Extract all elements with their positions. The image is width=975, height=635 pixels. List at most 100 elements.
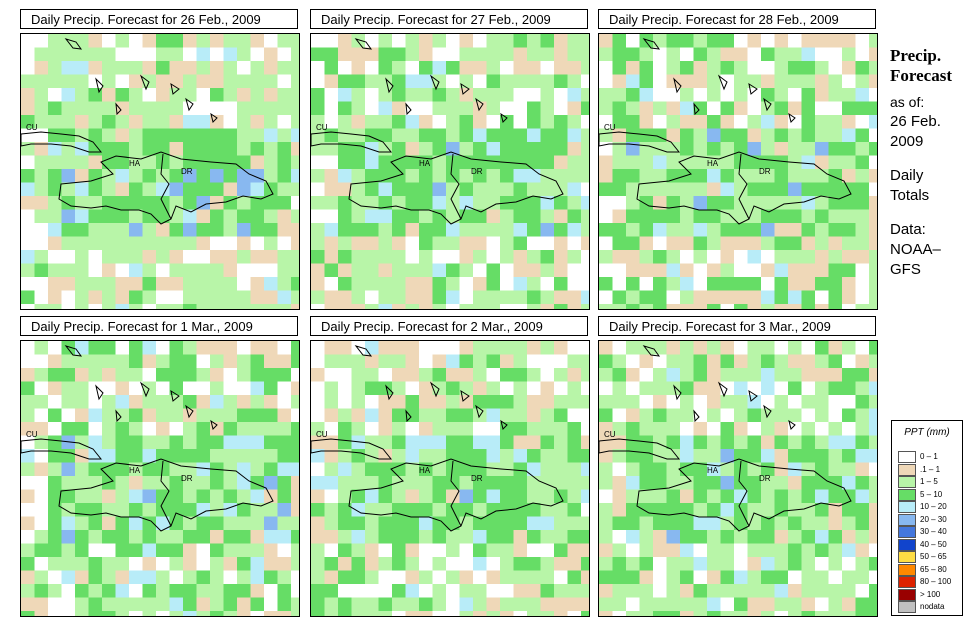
precip-cell — [48, 570, 62, 585]
precip-cell — [183, 182, 197, 197]
precip-cell — [747, 570, 762, 585]
precip-cell — [432, 476, 447, 490]
precip-cell — [324, 530, 339, 544]
precip-cell — [88, 530, 103, 544]
precip-cell — [473, 196, 487, 210]
precip-cell — [129, 557, 143, 571]
precip-cell — [21, 236, 35, 251]
precip-cell — [842, 368, 856, 382]
precip-cell — [129, 115, 143, 129]
precip-cell — [720, 584, 735, 598]
precip-cell — [115, 570, 130, 585]
precip-cell — [639, 263, 654, 278]
precip-cell — [639, 115, 654, 129]
precip-cell — [612, 530, 627, 544]
precip-cell — [61, 47, 76, 62]
precip-cell — [842, 88, 856, 102]
precip-cell — [513, 236, 528, 251]
precip-cell — [693, 61, 708, 75]
precip-cell — [693, 277, 708, 291]
precip-cell — [639, 34, 654, 48]
precip-cell — [855, 34, 870, 48]
precip-cell — [446, 61, 460, 75]
precip-cell — [277, 557, 292, 571]
precip-cell — [21, 557, 35, 571]
precip-cell — [540, 570, 555, 585]
precip-cell — [612, 476, 627, 490]
precip-cell — [324, 47, 339, 62]
precip-cell — [513, 304, 528, 309]
precip-cell — [351, 516, 366, 531]
precip-cell — [473, 155, 487, 170]
precip-cell — [115, 155, 130, 170]
precip-cell — [405, 570, 420, 585]
precip-cell — [223, 530, 238, 544]
precip-cell — [34, 381, 49, 396]
precip-cell — [129, 263, 143, 278]
precip-cell — [626, 584, 640, 598]
precip-cell — [432, 408, 447, 423]
precip-cell — [486, 530, 501, 544]
precip-cell — [291, 88, 299, 102]
precip-cell — [459, 304, 474, 309]
coastline — [636, 458, 852, 532]
precip-cell — [88, 236, 103, 251]
precip-cell — [291, 543, 299, 558]
precip-cell — [338, 155, 352, 170]
precip-cell — [612, 155, 627, 170]
precip-cell — [855, 597, 870, 612]
precip-cell — [747, 489, 762, 504]
precip-cell — [486, 435, 501, 450]
precip-cell — [761, 74, 775, 89]
precip-cell — [129, 408, 143, 423]
precip-cell — [223, 128, 238, 143]
precip-cell — [855, 611, 870, 616]
precip-cell — [61, 196, 76, 210]
precip-cell — [264, 34, 278, 48]
precip-cell — [48, 47, 62, 62]
precip-cell — [788, 304, 802, 309]
precip-cell — [734, 570, 748, 585]
precip-cell — [626, 250, 640, 264]
precip-cell — [540, 516, 555, 531]
precip-cell — [223, 223, 238, 237]
precip-cell — [338, 584, 352, 598]
precip-cell — [351, 476, 366, 490]
precip-cell — [142, 236, 157, 251]
precip-cell — [34, 88, 49, 102]
precip-cell — [378, 530, 393, 544]
precip-cell — [734, 128, 748, 143]
precip-cell — [513, 435, 528, 450]
precip-cell — [446, 101, 460, 116]
precip-cell — [774, 290, 789, 305]
precip-cell — [842, 543, 856, 558]
precip-cell — [855, 570, 870, 585]
precip-cell — [720, 128, 735, 143]
precip-cell — [48, 74, 62, 89]
precip-cell — [115, 341, 130, 355]
precip-cell — [707, 74, 721, 89]
precip-cell — [88, 408, 103, 423]
precip-cell — [842, 223, 856, 237]
precip-cell — [311, 155, 325, 170]
precip-cell — [540, 304, 555, 309]
precip-cell — [237, 476, 251, 490]
precip-cell — [815, 47, 829, 62]
precip-cell — [365, 209, 379, 224]
precip-cell — [142, 368, 157, 382]
legend-label: 5 – 10 — [920, 489, 943, 499]
precip-cell — [223, 263, 238, 278]
precip-cell — [707, 611, 721, 616]
precip-cell — [102, 597, 116, 612]
precip-cell — [142, 223, 157, 237]
precip-cell — [129, 101, 143, 116]
precip-cell — [500, 142, 514, 156]
precip-cell — [223, 435, 238, 450]
precip-cell — [392, 341, 406, 355]
precip-cell — [527, 142, 541, 156]
precip-cell — [540, 381, 555, 396]
precip-cell — [581, 341, 589, 355]
precip-cell — [599, 368, 613, 382]
precip-cell — [432, 61, 447, 75]
precip-cell — [115, 395, 130, 409]
